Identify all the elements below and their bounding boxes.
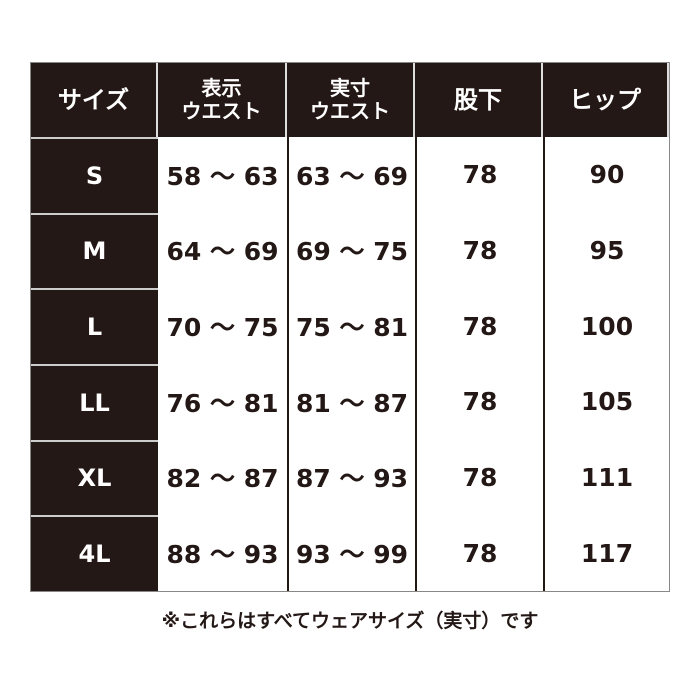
cell-inseam: 78 bbox=[415, 288, 543, 364]
cell-actual-waist: 63 ～ 69 bbox=[287, 137, 415, 213]
size-label: M bbox=[31, 212, 158, 289]
cell-hip: 100 bbox=[543, 288, 669, 364]
cell-display-waist: 58 ～ 63 bbox=[166, 161, 279, 191]
cell-hip: 111 bbox=[543, 439, 669, 516]
cell-hip: 105 bbox=[543, 363, 669, 440]
cell-actual-waist: 93 ～ 99 bbox=[287, 515, 415, 591]
cell-inseam: 78 bbox=[415, 515, 543, 591]
header-inseam: 股下 bbox=[415, 63, 543, 137]
cell-display-waist: 64 ～ 69 bbox=[166, 237, 279, 267]
cell-inseam: 78 bbox=[415, 439, 543, 516]
cell-inseam: 78 bbox=[415, 137, 543, 213]
size-label: LL bbox=[31, 363, 158, 440]
cell-actual-waist: 75 ～ 81 bbox=[287, 288, 415, 364]
cell-inseam: 78 bbox=[415, 363, 543, 440]
footnote: ※これらはすべてウェアサイズ（実寸）です bbox=[161, 610, 539, 632]
cell-hip: 95 bbox=[543, 212, 669, 289]
cell-display-waist: 88 ～ 93 bbox=[166, 540, 279, 570]
size-table: サイズ 表示 ウエスト 実寸 ウエスト 股下 ヒップ S 58 ～ 63 63 ～ … bbox=[30, 62, 670, 592]
cell-inseam: 78 bbox=[415, 212, 543, 289]
size-label: XL bbox=[31, 439, 158, 516]
header-hip: ヒップ bbox=[543, 63, 669, 137]
header-display-waist: 表示 ウエスト bbox=[158, 63, 287, 137]
cell-hip: 90 bbox=[543, 137, 669, 213]
size-label: S bbox=[31, 137, 158, 213]
cell-display-waist: 70 ～ 75 bbox=[166, 313, 279, 343]
cell-display-waist: 76 ～ 81 bbox=[166, 388, 279, 418]
cell-actual-waist: 87 ～ 93 bbox=[287, 439, 415, 516]
cell-actual-waist: 69 ～ 75 bbox=[287, 212, 415, 289]
cell-hip: 117 bbox=[543, 515, 669, 591]
cell-display-waist: 82 ～ 87 bbox=[166, 464, 279, 494]
size-label: 4L bbox=[31, 515, 158, 591]
cell-actual-waist: 81 ～ 87 bbox=[287, 363, 415, 440]
header-actual-waist: 実寸 ウエスト bbox=[287, 63, 415, 137]
size-label: L bbox=[31, 288, 158, 364]
header-size: サイズ bbox=[31, 63, 158, 137]
